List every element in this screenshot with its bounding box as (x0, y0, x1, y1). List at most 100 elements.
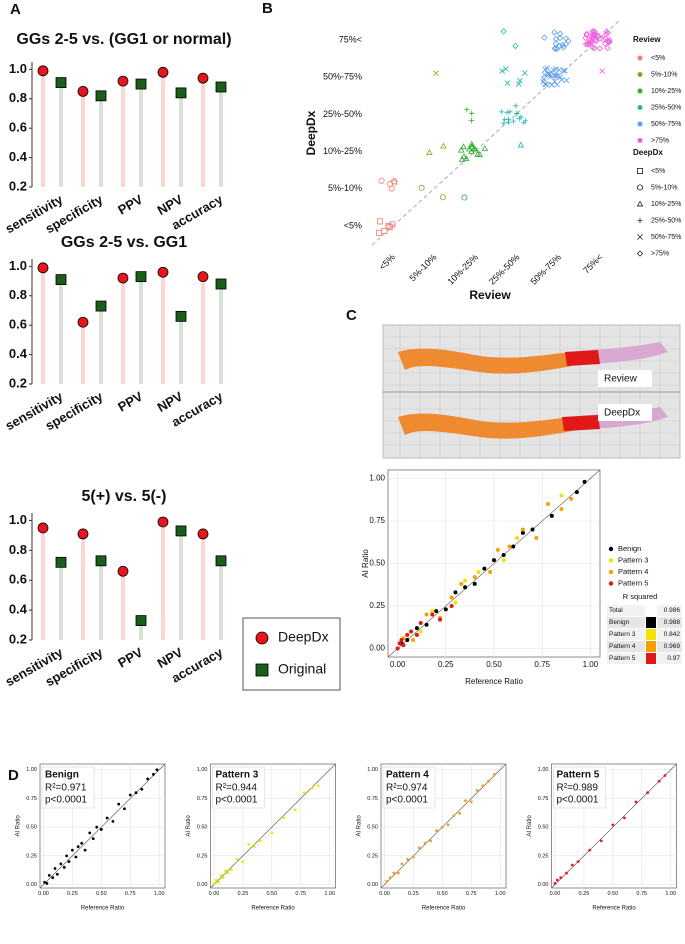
legend-marker (637, 121, 643, 127)
point (405, 638, 410, 642)
lollipop-marker (77, 316, 89, 328)
point (548, 82, 555, 88)
point (663, 774, 667, 777)
point (435, 829, 438, 832)
lollipop-marker (215, 555, 227, 567)
point (400, 862, 404, 866)
lollipop-marker (197, 72, 209, 84)
x-tick-label: 75%< (581, 252, 605, 276)
x-tick-label: 0.75 (295, 891, 306, 897)
point (214, 878, 218, 882)
x-tick-label: 0.50 (486, 660, 502, 669)
point (430, 612, 435, 617)
lollipop-marker (37, 65, 49, 77)
x-axis-title: Reference Ratio (422, 906, 466, 912)
point (603, 28, 610, 35)
point (409, 629, 414, 634)
point (65, 854, 69, 858)
x-tick-label: 1.00 (665, 891, 676, 897)
point (463, 578, 468, 583)
point (226, 871, 230, 875)
table-title: R squared (623, 592, 658, 601)
point (502, 117, 508, 123)
point (599, 839, 603, 843)
x-tick-label: 0.50 (607, 891, 618, 897)
table-value: 0.986 (664, 607, 681, 614)
diagonal (371, 19, 621, 246)
lollipop-marker (157, 516, 169, 528)
table-row-name: Pattern 5 (609, 655, 636, 662)
lollipop-marker (135, 271, 147, 283)
legend-label: Original (278, 661, 326, 677)
x-tick-label: <5% (377, 252, 397, 272)
point (55, 872, 59, 876)
y-tick-label: 0.2 (9, 631, 27, 646)
point (487, 779, 491, 783)
y-tick-label: 0.00 (26, 882, 37, 888)
panel-letter: C (346, 307, 357, 324)
legend-label: <5% (651, 55, 665, 62)
point (463, 585, 468, 590)
point (71, 848, 74, 852)
point (88, 831, 92, 835)
point (514, 111, 520, 117)
point (217, 880, 221, 884)
point (550, 67, 557, 74)
lollipop-marker (117, 272, 129, 284)
point (472, 575, 477, 580)
y-tick-label: 10%-25% (323, 146, 362, 156)
annotation: R²=0.989 (557, 783, 599, 794)
y-tick-label: 0.8 (9, 90, 27, 105)
table-swatch (646, 641, 656, 652)
point (556, 66, 563, 73)
point (560, 67, 567, 74)
table-cell (657, 641, 682, 652)
legend-marker (637, 184, 644, 191)
lollipop-marker (215, 278, 227, 290)
legend-marker (608, 569, 614, 575)
point (472, 581, 477, 586)
tissue-pattern5 (562, 415, 600, 431)
point (596, 45, 603, 52)
point (512, 42, 519, 50)
point (247, 842, 251, 846)
point (414, 626, 419, 631)
point (392, 871, 396, 875)
point (460, 143, 467, 150)
point (453, 600, 458, 605)
point (80, 841, 84, 845)
point (488, 570, 493, 574)
legend-label: 5%-10% (651, 71, 677, 78)
point (62, 865, 66, 869)
x-tick-label: PPV (115, 644, 145, 670)
point (458, 811, 462, 815)
point (542, 81, 548, 87)
table-cell (657, 617, 682, 628)
point (461, 194, 468, 201)
point (522, 118, 529, 124)
point (253, 845, 256, 849)
point (499, 109, 505, 115)
y-tick-label: 0.6 (9, 120, 27, 135)
point (540, 76, 547, 82)
point (459, 581, 464, 586)
point (472, 146, 479, 153)
lollipop-marker (117, 565, 129, 577)
point (534, 536, 539, 540)
lollipop-marker (55, 77, 67, 88)
point (411, 638, 416, 642)
legend-marker (636, 250, 644, 257)
lollipop-marker (197, 528, 209, 540)
x-tick-label: 0.75 (466, 891, 477, 897)
point (95, 825, 99, 829)
lollipop-marker (215, 81, 227, 93)
point (293, 808, 297, 812)
legend-label: DeepDx (278, 629, 329, 645)
table-swatch (646, 653, 656, 664)
annotation: p<0.0001 (557, 795, 599, 806)
y-tick-label: 0.50 (369, 559, 385, 568)
point (457, 146, 465, 153)
point (389, 221, 396, 228)
y-tick-label: 0.25 (197, 853, 208, 859)
tissue-pattern4 (398, 348, 572, 374)
